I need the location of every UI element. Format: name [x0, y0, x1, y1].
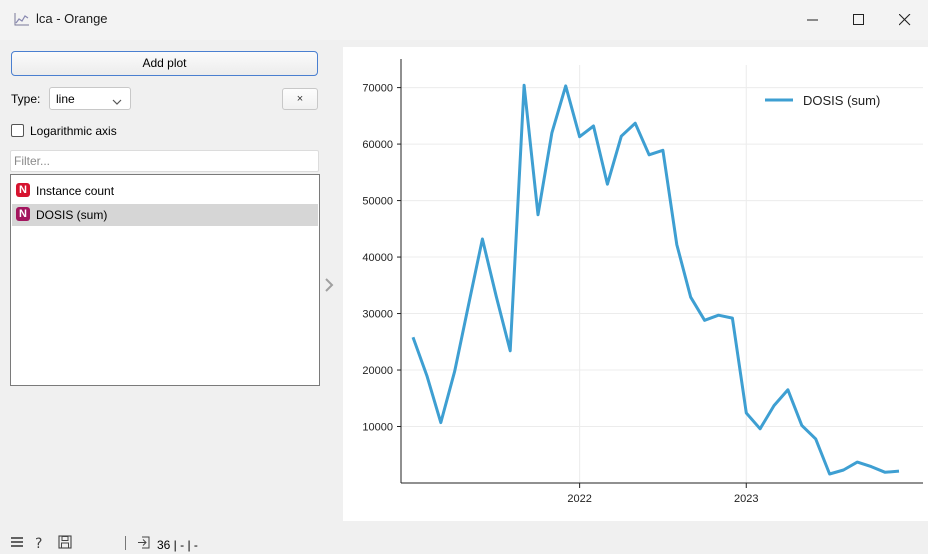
- line-chart-icon: [14, 12, 30, 26]
- y-tick-label: 70000: [362, 83, 393, 95]
- status-divider: [125, 536, 126, 550]
- data-point: [676, 244, 677, 245]
- data-point: [787, 389, 788, 390]
- data-point: [593, 126, 594, 127]
- maximize-button[interactable]: [836, 0, 882, 40]
- minimize-icon: [807, 19, 818, 21]
- data-point: [454, 371, 455, 372]
- data-point: [801, 425, 802, 426]
- type-select[interactable]: line: [49, 87, 131, 110]
- data-point: [496, 296, 497, 297]
- chevron-down-icon: [112, 95, 122, 109]
- menu-icon[interactable]: [10, 535, 24, 552]
- line-chart: 10000 20000 30000 40000 50000 60000 70000 2022…: [362, 59, 923, 505]
- save-icon[interactable]: [58, 535, 73, 553]
- data-point: [718, 315, 719, 316]
- data-point: [413, 337, 414, 338]
- data-point: [635, 123, 636, 124]
- svg-text:?: ?: [35, 536, 42, 551]
- add-plot-button[interactable]: Add plot: [11, 51, 318, 76]
- y-tick-label: 20000: [362, 365, 393, 377]
- x-tick-label: 2022: [567, 493, 591, 505]
- y-tick-label: 40000: [362, 252, 393, 264]
- data-point: [885, 472, 886, 473]
- list-item-instance-count[interactable]: N Instance count: [12, 180, 318, 202]
- title-bar: lca - Orange: [0, 0, 928, 40]
- list-item-label: Instance count: [36, 184, 115, 198]
- filter-input[interactable]: [10, 150, 319, 172]
- input-output-summary: 36 | - | -: [157, 538, 198, 552]
- log-axis-label[interactable]: Logarithmic axis: [30, 124, 117, 138]
- data-point: [746, 412, 747, 413]
- data-point: [537, 214, 538, 215]
- data-point: [760, 428, 761, 429]
- window-title: lca - Orange: [36, 11, 108, 26]
- data-point: [649, 154, 650, 155]
- data-point: [607, 184, 608, 185]
- data-point: [524, 85, 525, 86]
- minimize-button[interactable]: [790, 0, 836, 40]
- variable-list[interactable]: N Instance count N DOSIS (sum): [10, 174, 320, 386]
- y-tick-label: 60000: [362, 139, 393, 151]
- data-point: [690, 297, 691, 298]
- data-point: [426, 375, 427, 376]
- status-bar: ? 36 | - | -: [0, 530, 928, 554]
- data-point: [871, 466, 872, 467]
- close-icon: [899, 14, 911, 26]
- help-icon[interactable]: ?: [33, 535, 47, 554]
- remove-plot-button[interactable]: ×: [282, 88, 318, 110]
- type-label: Type:: [11, 92, 41, 106]
- y-tick-label: 30000: [362, 309, 393, 321]
- maximize-icon: [853, 14, 864, 25]
- data-point: [510, 350, 511, 351]
- data-point: [704, 320, 705, 321]
- data-point: [579, 136, 580, 137]
- data-point: [482, 238, 483, 239]
- type-select-value: line: [56, 92, 75, 106]
- data-point: [468, 305, 469, 306]
- close-button[interactable]: [882, 0, 928, 40]
- data-point: [857, 462, 858, 463]
- y-tick-label: 10000: [362, 422, 393, 434]
- numeric-variable-icon: N: [16, 207, 30, 221]
- numeric-variable-icon: N: [16, 183, 30, 197]
- plot-area[interactable]: 10000 20000 30000 40000 50000 60000 70000 2022…: [343, 47, 928, 521]
- data-point: [565, 85, 566, 86]
- data-point: [899, 471, 900, 472]
- data-point: [774, 405, 775, 406]
- data-point: [815, 438, 816, 439]
- input-output-icon[interactable]: [137, 535, 152, 553]
- list-item-label: DOSIS (sum): [36, 208, 108, 222]
- data-point: [551, 132, 552, 133]
- data-point: [621, 136, 622, 137]
- data-point: [662, 150, 663, 151]
- x-tick-label: 2023: [734, 493, 758, 505]
- log-axis-checkbox[interactable]: [11, 124, 24, 137]
- collapse-panel-arrow-icon[interactable]: [324, 278, 334, 295]
- data-point: [843, 470, 844, 471]
- legend-label-dosis-sum: DOSIS (sum): [803, 93, 880, 108]
- list-item-dosis-sum[interactable]: N DOSIS (sum): [12, 204, 318, 226]
- data-point: [829, 473, 830, 474]
- data-point: [732, 318, 733, 319]
- data-point: [440, 422, 441, 423]
- series-line-dosis-sum: [411, 83, 900, 476]
- y-tick-label: 50000: [362, 196, 393, 208]
